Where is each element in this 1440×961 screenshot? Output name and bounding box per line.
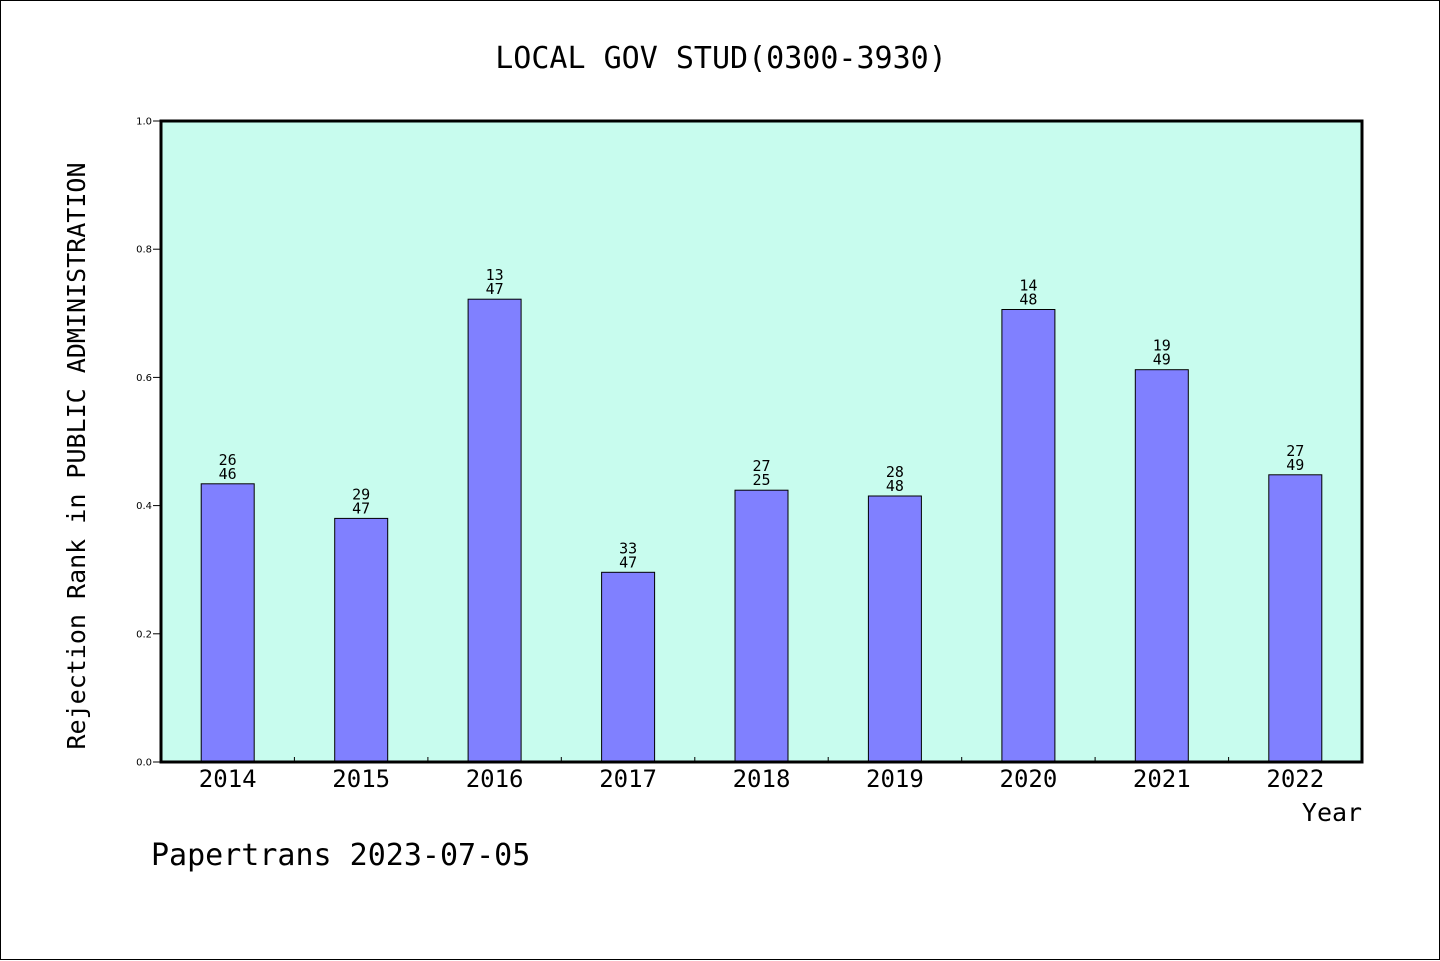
- bar-label-top-2014: 26: [219, 451, 237, 469]
- bar-label-top-2016: 13: [486, 266, 504, 284]
- bar-label-top-2019: 28: [886, 463, 904, 481]
- bar-label-bottom-2021: 49: [1153, 351, 1171, 369]
- bar-label-bottom-2019: 48: [886, 477, 904, 495]
- y-tick-label: 0.2: [136, 629, 152, 640]
- bar-label-bottom-2018: 25: [752, 471, 770, 489]
- bar-2019: [867, 495, 922, 763]
- x-tick-label-2021: 2021: [1133, 765, 1191, 793]
- bar-label-bottom-2020: 48: [1019, 291, 1037, 309]
- x-tick-label-2015: 2015: [332, 765, 390, 793]
- x-tick-label-2020: 2020: [1000, 765, 1058, 793]
- bar-label-bottom-2016: 47: [486, 280, 504, 298]
- footer-text: Papertrans 2023-07-05: [151, 838, 530, 873]
- bar-2017: [601, 571, 656, 763]
- bar-label-top-2017: 33: [619, 539, 637, 557]
- y-axis-label: Rejection Rank in PUBLIC ADMINISTRATION: [62, 163, 91, 750]
- x-tick-label-2022: 2022: [1266, 765, 1324, 793]
- y-tick-label: 0.6: [136, 373, 152, 384]
- x-tick-label-2016: 2016: [466, 765, 524, 793]
- bar-label-top-2015: 29: [352, 485, 370, 503]
- chart-title: LOCAL GOV STUD(0300-3930): [495, 41, 947, 76]
- bar-2020: [1001, 309, 1056, 763]
- bar-2021: [1134, 369, 1189, 763]
- bar-2015: [334, 517, 389, 763]
- bar-label-bottom-2017: 47: [619, 553, 637, 571]
- x-tick-label-2018: 2018: [733, 765, 791, 793]
- bar-label-bottom-2022: 49: [1286, 456, 1304, 474]
- bar-2018: [734, 489, 789, 763]
- x-tick-label-2019: 2019: [866, 765, 924, 793]
- bar-2016: [467, 298, 522, 763]
- bar-label-bottom-2014: 46: [219, 465, 237, 483]
- bar-label-top-2018: 27: [752, 457, 770, 475]
- bar-2014: [200, 483, 255, 763]
- y-tick-label: 0.4: [136, 501, 152, 512]
- bar-label-top-2020: 14: [1019, 277, 1037, 295]
- y-tick-label: 1.0: [136, 117, 152, 128]
- bar-2022: [1268, 474, 1323, 763]
- y-axis-ticks: 0.0 0.2 0.4 0.6 0.8 1.0: [136, 117, 161, 769]
- x-axis-ticks: 2014 2015 2016 2017 2018 2019 2020 2021 2022: [199, 757, 1324, 793]
- bar-label-top-2021: 19: [1153, 337, 1171, 355]
- bars: [200, 298, 1323, 763]
- plot-border: [159, 119, 1364, 764]
- bar-label-top-2022: 27: [1286, 442, 1304, 460]
- y-tick-label: 0.8: [136, 245, 152, 256]
- x-axis-label: Year: [1302, 798, 1362, 827]
- x-tick-label-2014: 2014: [199, 765, 257, 793]
- bar-label-bottom-2015: 47: [352, 499, 370, 517]
- x-tick-label-2017: 2017: [599, 765, 657, 793]
- y-tick-label: 0.0: [136, 758, 152, 769]
